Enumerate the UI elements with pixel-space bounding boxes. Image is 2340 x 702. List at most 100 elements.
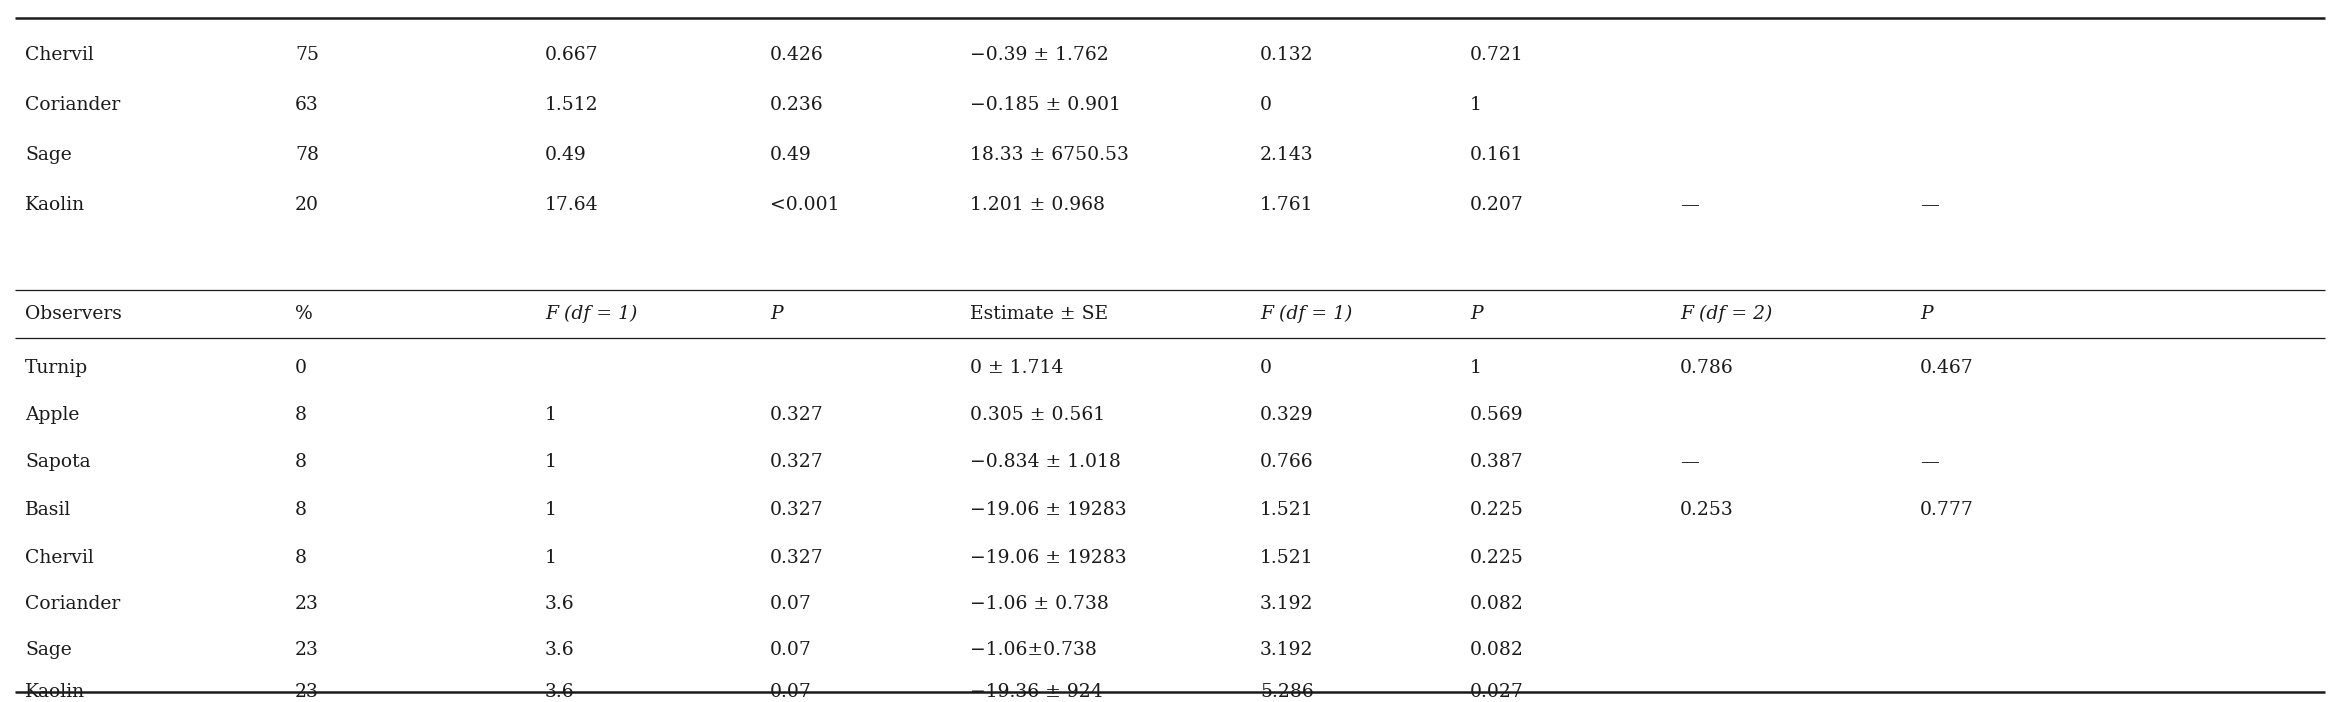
Text: 0.49: 0.49	[770, 146, 812, 164]
Text: 1.521: 1.521	[1259, 501, 1313, 519]
Text: 3.192: 3.192	[1259, 641, 1313, 659]
Text: 3.6: 3.6	[545, 595, 576, 613]
Text: 0.305 ± 0.561: 0.305 ± 0.561	[971, 406, 1104, 424]
Text: Coriander: Coriander	[26, 96, 119, 114]
Text: 0.327: 0.327	[770, 453, 824, 471]
Text: 0.236: 0.236	[770, 96, 824, 114]
Text: −19.06 ± 19283: −19.06 ± 19283	[971, 549, 1126, 567]
Text: 1.761: 1.761	[1259, 196, 1313, 214]
Text: 0 ± 1.714: 0 ± 1.714	[971, 359, 1062, 377]
Text: −0.185 ± 0.901: −0.185 ± 0.901	[971, 96, 1121, 114]
Text: 0.426: 0.426	[770, 46, 824, 64]
Text: P: P	[770, 305, 782, 323]
Text: F (df = 1): F (df = 1)	[545, 305, 636, 323]
Text: −0.39 ± 1.762: −0.39 ± 1.762	[971, 46, 1109, 64]
Text: 0.387: 0.387	[1470, 453, 1523, 471]
Text: 0.225: 0.225	[1470, 501, 1523, 519]
Text: 8: 8	[295, 501, 307, 519]
Text: 0.082: 0.082	[1470, 595, 1523, 613]
Text: 0.07: 0.07	[770, 595, 812, 613]
Text: 3.6: 3.6	[545, 683, 576, 701]
Text: 8: 8	[295, 453, 307, 471]
Text: 0.327: 0.327	[770, 501, 824, 519]
Text: 0.667: 0.667	[545, 46, 599, 64]
Text: 0.327: 0.327	[770, 549, 824, 567]
Text: 23: 23	[295, 595, 318, 613]
Text: —: —	[1680, 453, 1699, 471]
Text: 1: 1	[545, 501, 557, 519]
Text: <0.001: <0.001	[770, 196, 840, 214]
Text: P: P	[1921, 305, 1933, 323]
Text: F (df = 2): F (df = 2)	[1680, 305, 1771, 323]
Text: Sage: Sage	[26, 641, 73, 659]
Text: 0: 0	[295, 359, 307, 377]
Text: 17.64: 17.64	[545, 196, 599, 214]
Text: −0.834 ± 1.018: −0.834 ± 1.018	[971, 453, 1121, 471]
Text: 0.207: 0.207	[1470, 196, 1523, 214]
Text: 0.49: 0.49	[545, 146, 587, 164]
Text: —: —	[1921, 196, 1940, 214]
Text: Chervil: Chervil	[26, 46, 94, 64]
Text: —: —	[1921, 453, 1940, 471]
Text: 0.082: 0.082	[1470, 641, 1523, 659]
Text: −19.36 ± 924: −19.36 ± 924	[971, 683, 1102, 701]
Text: 75: 75	[295, 46, 318, 64]
Text: F (df = 1): F (df = 1)	[1259, 305, 1353, 323]
Text: 0.132: 0.132	[1259, 46, 1313, 64]
Text: 18.33 ± 6750.53: 18.33 ± 6750.53	[971, 146, 1128, 164]
Text: 2.143: 2.143	[1259, 146, 1313, 164]
Text: 0.07: 0.07	[770, 641, 812, 659]
Text: 78: 78	[295, 146, 318, 164]
Text: 1.521: 1.521	[1259, 549, 1313, 567]
Text: −19.06 ± 19283: −19.06 ± 19283	[971, 501, 1126, 519]
Text: 0.07: 0.07	[770, 683, 812, 701]
Text: 0.327: 0.327	[770, 406, 824, 424]
Text: Basil: Basil	[26, 501, 70, 519]
Text: 0.569: 0.569	[1470, 406, 1523, 424]
Text: 3.192: 3.192	[1259, 595, 1313, 613]
Text: Sage: Sage	[26, 146, 73, 164]
Text: —: —	[1680, 683, 1699, 701]
Text: 1: 1	[545, 453, 557, 471]
Text: 0: 0	[1259, 96, 1273, 114]
Text: 20: 20	[295, 196, 318, 214]
Text: 0: 0	[1259, 359, 1273, 377]
Text: Sapota: Sapota	[26, 453, 91, 471]
Text: 0.225: 0.225	[1470, 549, 1523, 567]
Text: 0.161: 0.161	[1470, 146, 1523, 164]
Text: Turnip: Turnip	[26, 359, 89, 377]
Text: 5.286: 5.286	[1259, 683, 1313, 701]
Text: Kaolin: Kaolin	[26, 196, 84, 214]
Text: 1: 1	[545, 406, 557, 424]
Text: 8: 8	[295, 406, 307, 424]
Text: −1.06 ± 0.738: −1.06 ± 0.738	[971, 595, 1109, 613]
Text: 23: 23	[295, 683, 318, 701]
Text: %: %	[295, 305, 314, 323]
Text: Chervil: Chervil	[26, 549, 94, 567]
Text: Kaolin: Kaolin	[26, 683, 84, 701]
Text: 1: 1	[1470, 359, 1481, 377]
Text: P: P	[1470, 305, 1484, 323]
Text: 0.786: 0.786	[1680, 359, 1734, 377]
Text: 0.766: 0.766	[1259, 453, 1313, 471]
Text: 23: 23	[295, 641, 318, 659]
Text: 0.467: 0.467	[1921, 359, 1973, 377]
Text: Coriander: Coriander	[26, 595, 119, 613]
Text: 1.512: 1.512	[545, 96, 599, 114]
Text: 1.201 ± 0.968: 1.201 ± 0.968	[971, 196, 1104, 214]
Text: 0.777: 0.777	[1921, 501, 1975, 519]
Text: Estimate ± SE: Estimate ± SE	[971, 305, 1109, 323]
Text: 0.721: 0.721	[1470, 46, 1523, 64]
Text: —: —	[1921, 683, 1940, 701]
Text: Apple: Apple	[26, 406, 80, 424]
Text: 0.027: 0.027	[1470, 683, 1523, 701]
Text: Observers: Observers	[26, 305, 122, 323]
Text: 8: 8	[295, 549, 307, 567]
Text: 0.253: 0.253	[1680, 501, 1734, 519]
Text: 63: 63	[295, 96, 318, 114]
Text: 3.6: 3.6	[545, 641, 576, 659]
Text: −1.06±0.738: −1.06±0.738	[971, 641, 1097, 659]
Text: 1: 1	[545, 549, 557, 567]
Text: 1: 1	[1470, 96, 1481, 114]
Text: 0.329: 0.329	[1259, 406, 1313, 424]
